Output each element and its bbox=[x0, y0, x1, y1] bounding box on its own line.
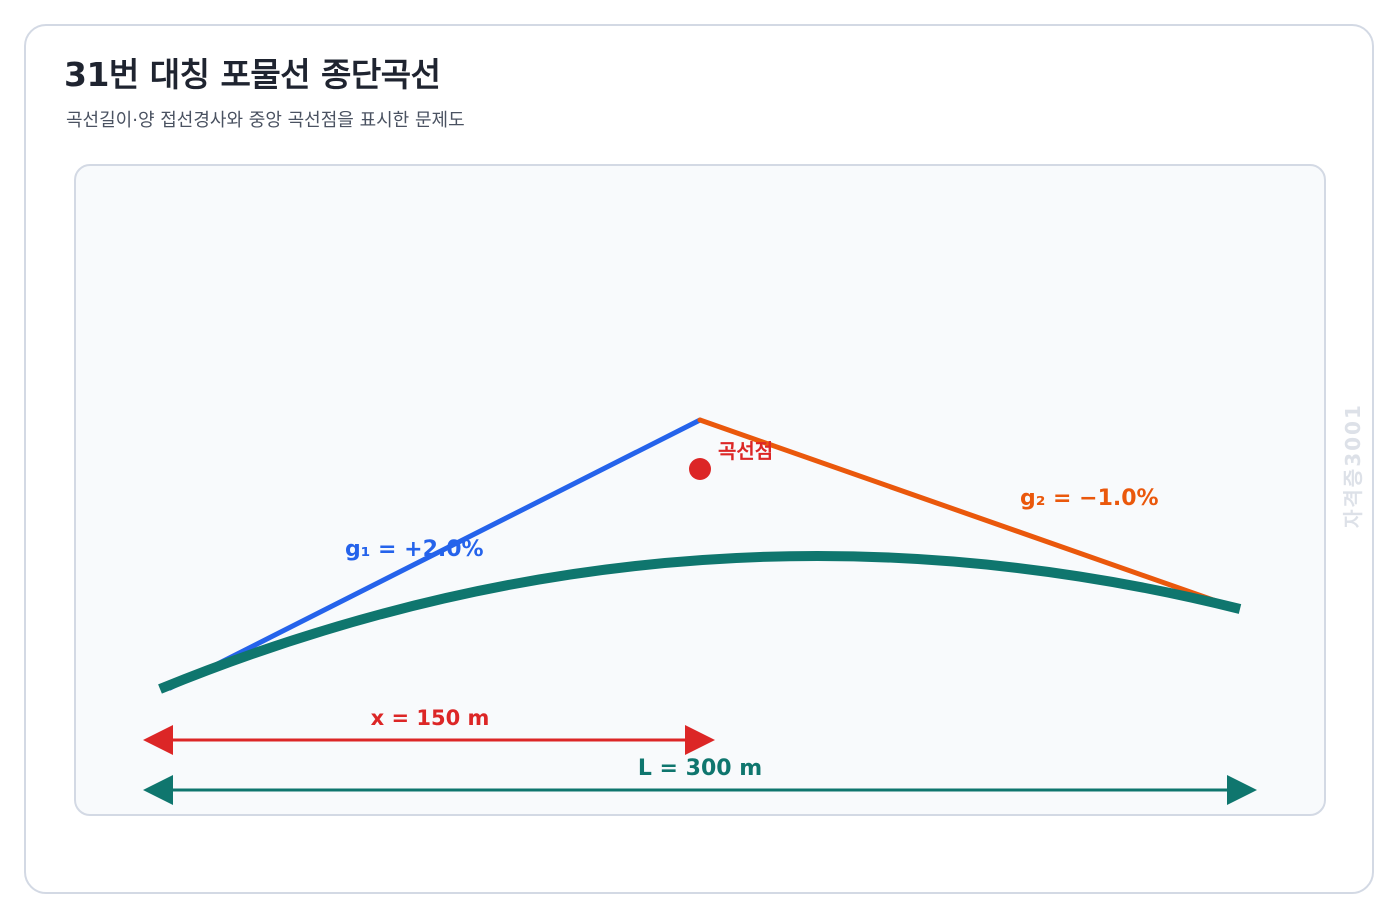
grade-out-label: g₂ = −1.0% bbox=[1020, 486, 1159, 511]
page-title: 31번 대칭 포물선 종단곡선 bbox=[64, 55, 441, 94]
tangent-out-line bbox=[697, 417, 1239, 611]
curve-point-marker bbox=[689, 458, 711, 480]
page-subtitle: 곡선길이·양 접선경사와 중앙 곡선점을 표시한 문제도 bbox=[66, 110, 465, 131]
parabolic-curve bbox=[158, 550, 1242, 694]
watermark: 자격증3001 bbox=[1341, 403, 1365, 528]
distance-x-label: x = 150 m bbox=[371, 706, 490, 730]
diagram-panel bbox=[74, 164, 1326, 816]
grade-in-label: g₁ = +2.0% bbox=[345, 537, 484, 562]
tangent-in-line bbox=[167, 417, 703, 691]
curve-length-label: L = 300 m bbox=[638, 756, 762, 781]
curve-point-label: 곡선점 bbox=[718, 439, 773, 463]
